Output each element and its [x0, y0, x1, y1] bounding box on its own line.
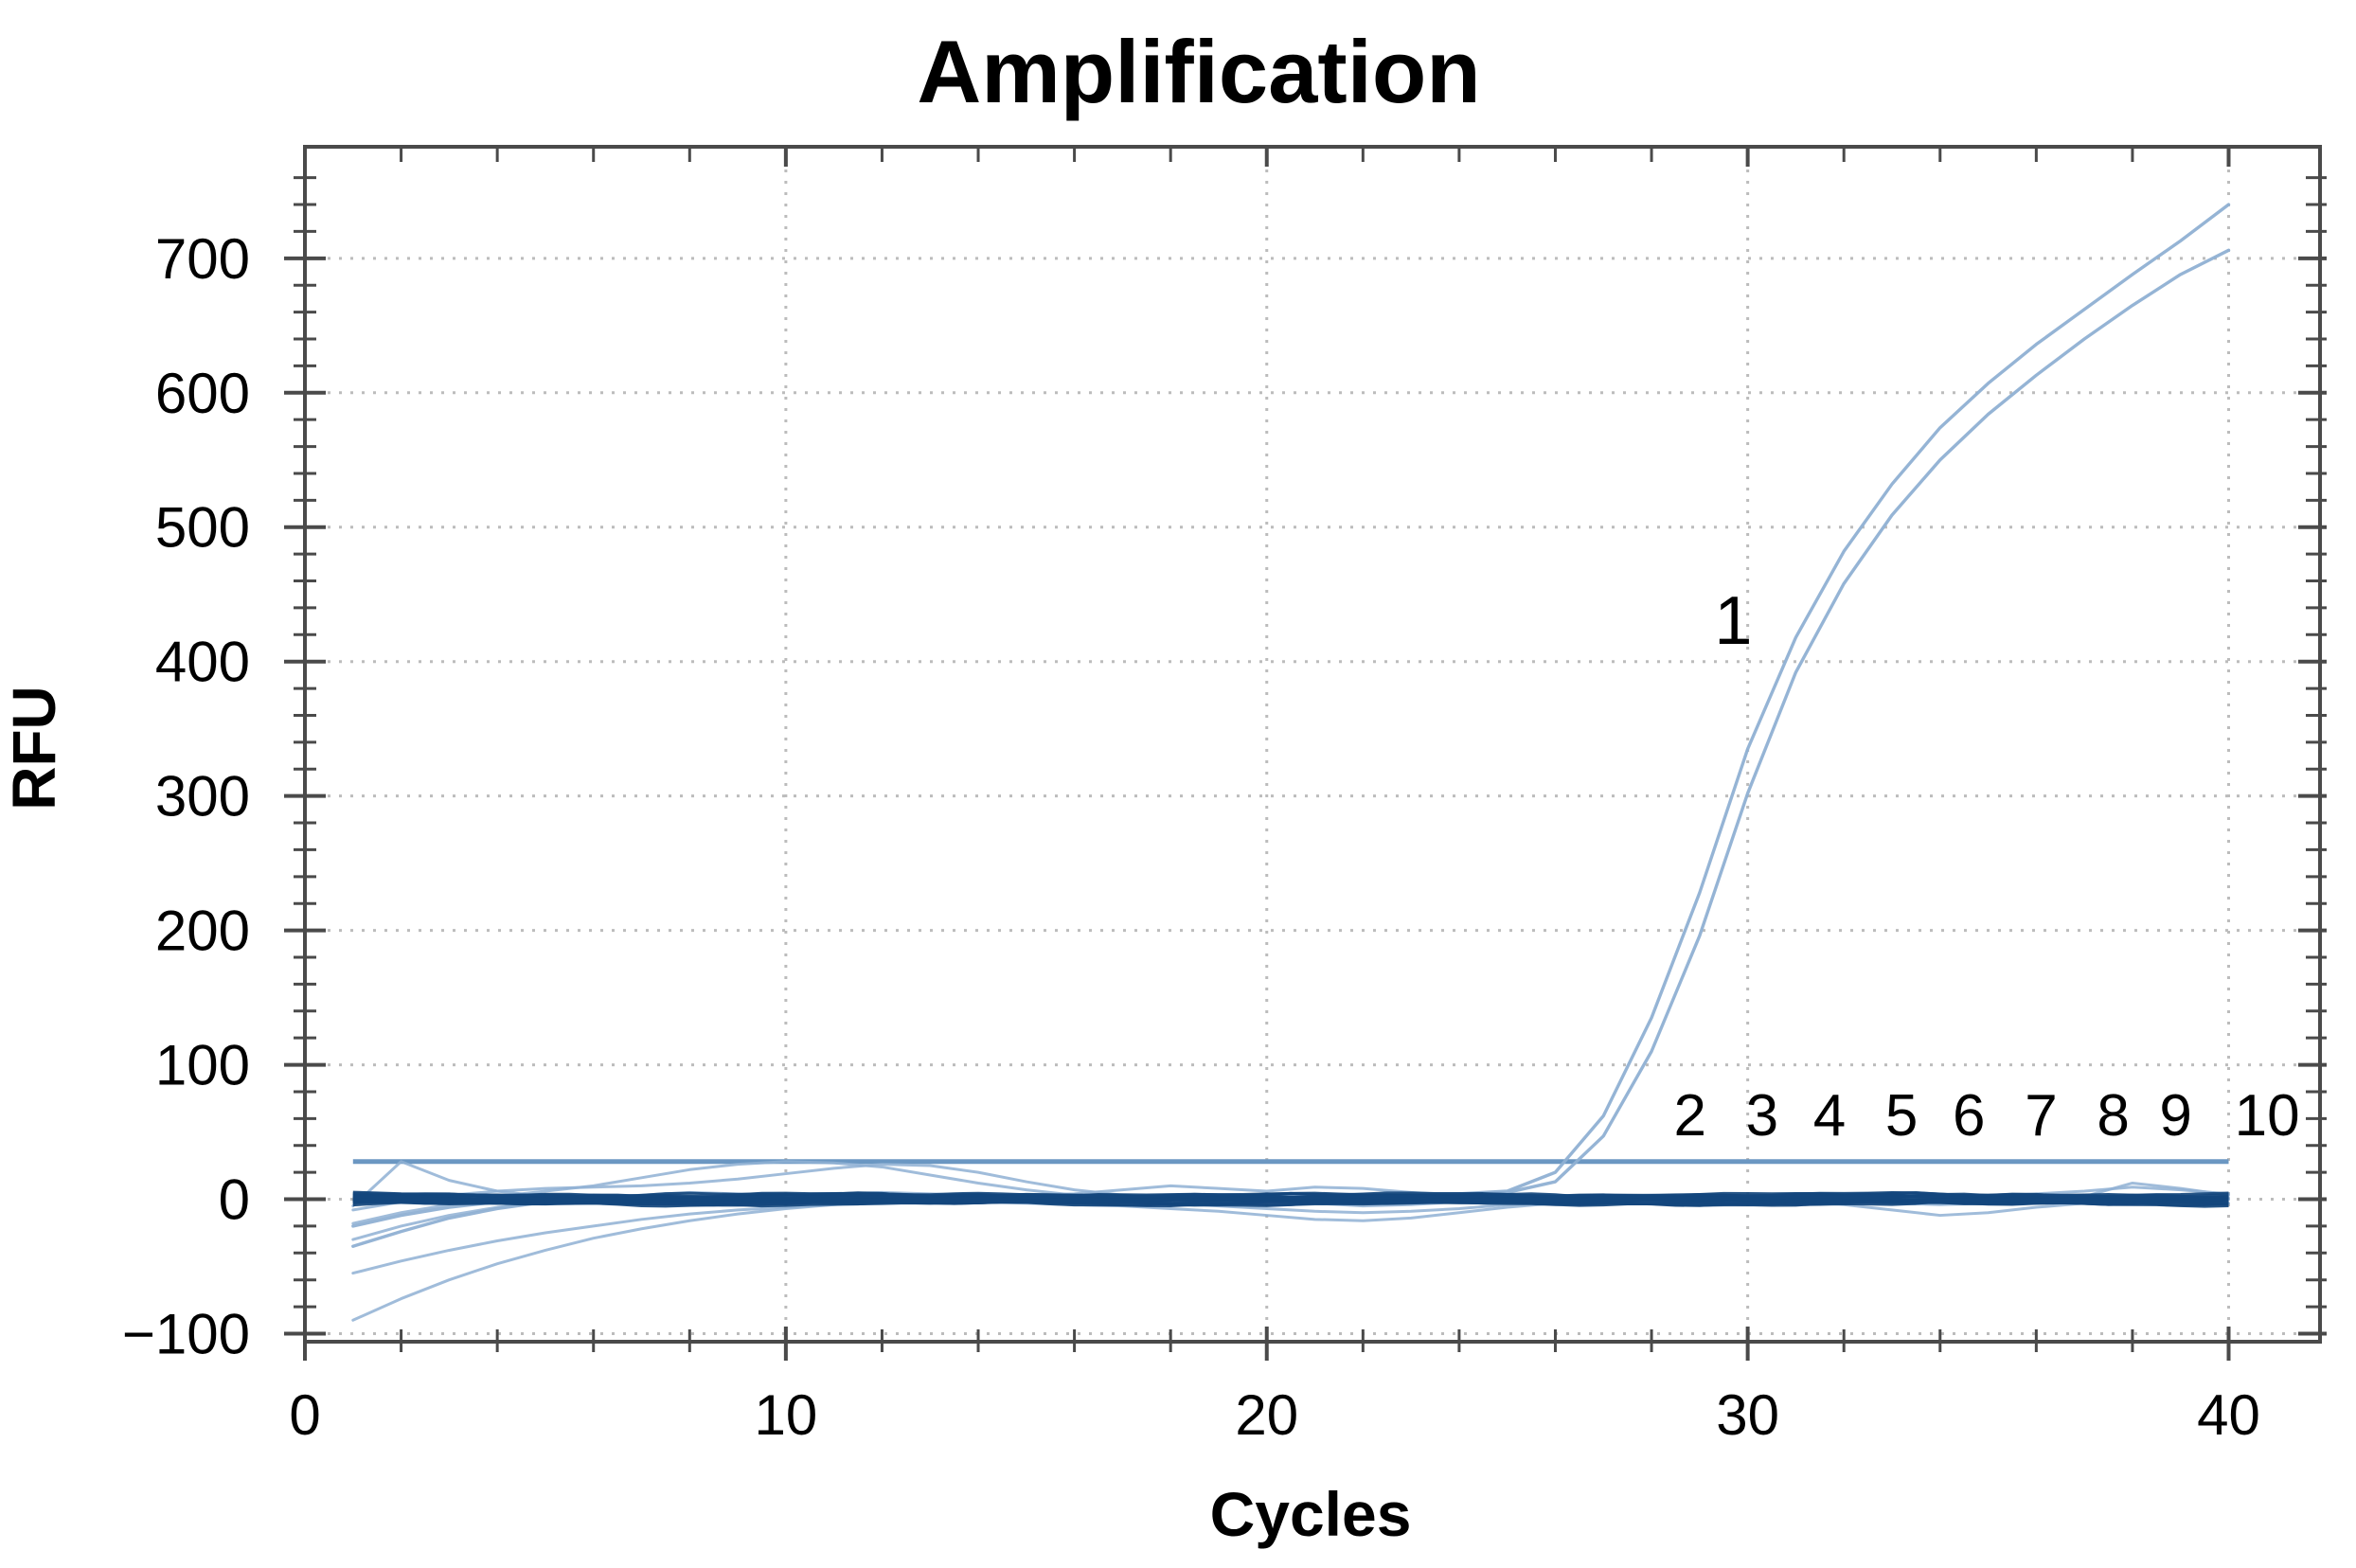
x-tick-label-40: 40 [2197, 1383, 2260, 1447]
y-tick-label-100: 100 [155, 1034, 250, 1097]
baseline-band-line-20 [352, 1200, 2229, 1208]
baseline-curve-b4 [351, 1199, 2231, 1322]
y-tick-label-300: 300 [155, 765, 250, 829]
curve-label-3: 3 [1746, 1083, 1778, 1149]
curve-label-6: 6 [1953, 1083, 1985, 1149]
baseline-band-line-19 [352, 1190, 2229, 1199]
curve-label-9: 9 [2159, 1083, 2191, 1149]
x-axis-title: Cycles [1210, 1479, 1412, 1549]
plot-frame [303, 145, 2322, 1344]
x-tick-label-0: 0 [289, 1383, 320, 1447]
curve-label-4: 4 [1813, 1083, 1846, 1149]
amplification-curve-1b [351, 248, 2231, 1248]
x-tick-label-10: 10 [755, 1383, 818, 1447]
y-tick-label-400: 400 [155, 631, 250, 694]
x-tick-label-30: 30 [1716, 1383, 1779, 1447]
y-tick-label-500: 500 [155, 496, 250, 560]
x-tick-label-20: 20 [1235, 1383, 1298, 1447]
curve-label-8: 8 [2097, 1083, 2129, 1149]
baseline-band-line-18 [352, 1197, 2229, 1206]
y-axis-title: RFU [0, 686, 68, 811]
y-tick-label-700: 700 [155, 227, 250, 291]
y-tick-label--100: −100 [122, 1302, 250, 1365]
curve-label-2: 2 [1673, 1083, 1705, 1149]
amplification-curve-1a [351, 203, 2231, 1228]
curve-label-10: 10 [2235, 1083, 2300, 1149]
y-tick-label-0: 0 [219, 1168, 250, 1232]
chart-title: Amplification [917, 22, 1480, 121]
y-tick-label-600: 600 [155, 362, 250, 425]
curve-label-5: 5 [1885, 1083, 1918, 1149]
curve-label-1: 1 [1714, 583, 1752, 659]
y-tick-label-200: 200 [155, 900, 250, 963]
curve-label-7: 7 [2025, 1083, 2057, 1149]
